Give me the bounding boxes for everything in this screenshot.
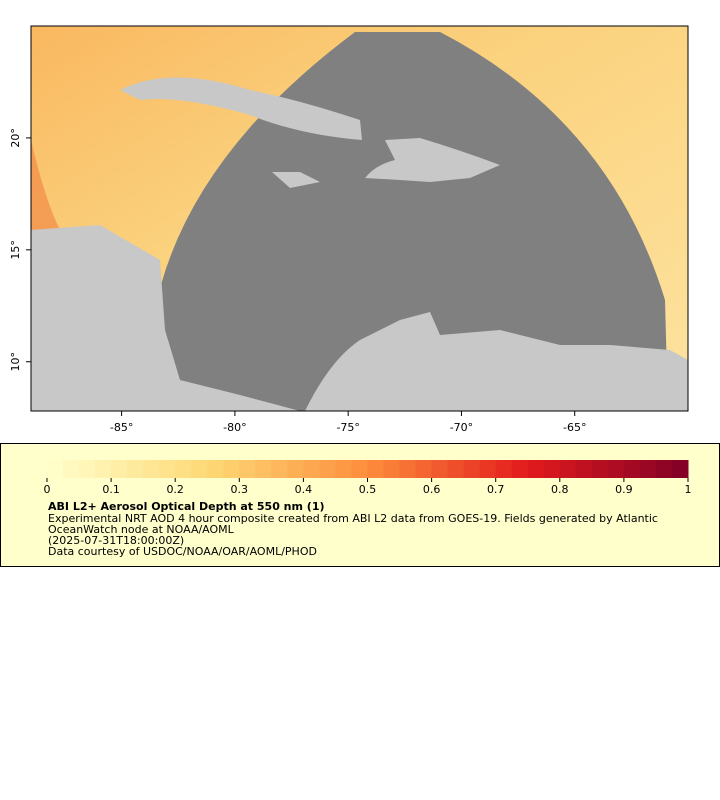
legend-line: Experimental NRT AOD 4 hour composite cr… xyxy=(48,512,658,525)
colorbar-swatch xyxy=(79,460,96,478)
colorbar-swatch xyxy=(255,460,272,478)
colorbar-swatch xyxy=(95,460,112,478)
jamaica xyxy=(272,172,320,188)
x-tick-label: -85° xyxy=(110,421,133,434)
legend-line: Data courtesy of USDOC/NOAA/OAR/AOML/PHO… xyxy=(48,545,317,558)
x-tick-label: -65° xyxy=(563,421,586,434)
colorbar-swatch xyxy=(175,460,192,478)
colorbar-swatch xyxy=(287,460,304,478)
colorbar-swatch xyxy=(239,460,256,478)
colorbar-swatch xyxy=(479,460,497,478)
colorbar-tick-label: 0.3 xyxy=(231,483,249,496)
colorbar-swatch xyxy=(63,460,80,478)
x-tick-label: -80° xyxy=(223,421,246,434)
colorbar-swatch xyxy=(223,460,240,478)
colorbar-swatch xyxy=(415,460,433,478)
colorbar-tick-label: 0.5 xyxy=(359,483,377,496)
colorbar-swatch xyxy=(495,460,513,478)
colorbar-tick-label: 0.1 xyxy=(102,483,120,496)
colorbar-swatch xyxy=(431,460,449,478)
no-data xyxy=(148,32,669,411)
colorbar-swatch xyxy=(671,460,689,478)
colorbar-swatch xyxy=(591,460,609,478)
colorbar-swatch xyxy=(543,460,561,478)
colorbar-swatch xyxy=(47,460,64,478)
colorbar-swatch xyxy=(607,460,625,478)
y-tick-label: 15° xyxy=(9,240,22,260)
colorbar-swatch xyxy=(511,460,529,478)
colorbar-swatch xyxy=(367,460,385,478)
legend-title: ABI L2+ Aerosol Optical Depth at 550 nm … xyxy=(48,500,325,513)
colorbar-swatch xyxy=(143,460,160,478)
colorbar-swatch xyxy=(303,460,320,478)
colorbar-swatch xyxy=(447,460,465,478)
axes: -85° -80° -75° -70° -65° 10° 15° 20° xyxy=(9,128,586,434)
colorbar-swatch xyxy=(159,460,176,478)
colorbar-swatch xyxy=(207,460,224,478)
map xyxy=(31,26,688,411)
central-america xyxy=(31,225,300,411)
colorbar-tick-label: 1 xyxy=(685,483,692,496)
colorbar-swatch xyxy=(463,460,481,478)
colorbar-swatch xyxy=(623,460,641,478)
colorbar-tick-label: 0.9 xyxy=(615,483,633,496)
colorbar-tick-label: 0.8 xyxy=(551,483,569,496)
hispaniola xyxy=(365,138,500,182)
colorbar-swatch xyxy=(335,460,352,478)
y-tick-label: 20° xyxy=(9,128,22,148)
colorbar-swatch xyxy=(319,460,336,478)
colorbar-tick-label: 0 xyxy=(44,483,51,496)
cuba xyxy=(120,77,362,140)
colorbar-swatch xyxy=(575,460,593,478)
colorbar-swatch xyxy=(527,460,545,478)
legend-line: (2025-07-31T18:00:00Z) xyxy=(48,534,184,547)
colorbar-swatch xyxy=(271,460,288,478)
colorbar-tick-label: 0.4 xyxy=(295,483,313,496)
colorbar-swatch xyxy=(191,460,208,478)
colorbar-swatch xyxy=(639,460,657,478)
colorbar-tick-label: 0.6 xyxy=(423,483,441,496)
aod-high xyxy=(31,140,60,240)
x-tick-label: -70° xyxy=(450,421,473,434)
y-tick-label: 10° xyxy=(9,352,22,372)
colorbar-swatch xyxy=(111,460,128,478)
colorbar-tick-label: 0.2 xyxy=(166,483,184,496)
colorbar-swatch xyxy=(399,460,417,478)
map-frame xyxy=(30,25,689,412)
colorbar-swatch xyxy=(559,460,577,478)
x-tick-label: -75° xyxy=(336,421,359,434)
south-america xyxy=(305,312,688,411)
colorbar: 0 0.1 0.2 0.3 0.4 0.5 0.6 0.7 0.8 0.9 1 xyxy=(44,460,692,496)
colorbar-tick-label: 0.7 xyxy=(487,483,505,496)
colorbar-swatch xyxy=(655,460,673,478)
colorbar-swatch xyxy=(351,460,368,478)
legend-line: OceanWatch node at NOAA/AOML xyxy=(48,523,235,536)
colorbar-swatch xyxy=(383,460,401,478)
colorbar-swatch xyxy=(127,460,144,478)
